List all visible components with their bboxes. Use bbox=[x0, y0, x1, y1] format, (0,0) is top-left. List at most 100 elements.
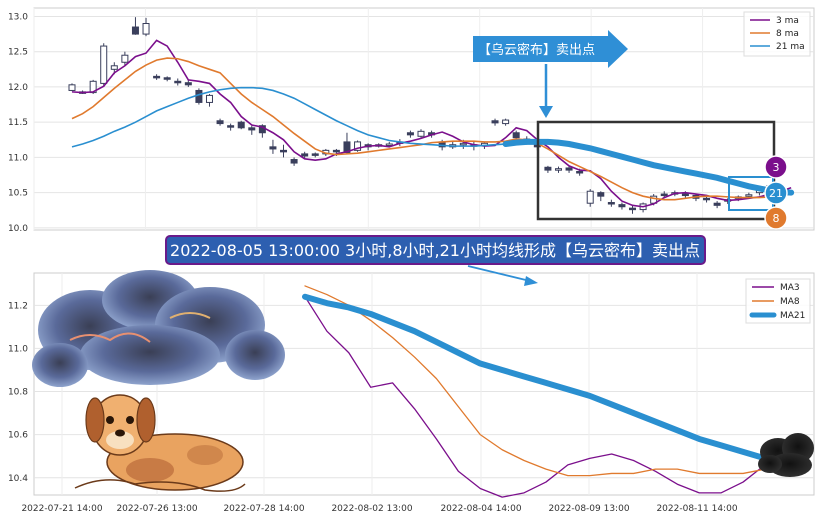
top-ma21-highlight bbox=[502, 138, 795, 196]
candle-body bbox=[248, 127, 256, 131]
candle-body bbox=[629, 207, 637, 211]
badge-ma3-circle bbox=[764, 155, 788, 179]
badge-ma3: 3 bbox=[764, 155, 788, 179]
candle-body bbox=[607, 202, 615, 205]
banner-pointer-line bbox=[467, 265, 531, 282]
legend-label-21ma: 21 ma bbox=[776, 42, 805, 52]
bottom-ytick-label: 11.2 bbox=[8, 301, 28, 311]
candle-body bbox=[406, 132, 414, 136]
top-legend: 3 ma 8 ma 21 ma bbox=[743, 11, 811, 57]
candle-body bbox=[618, 204, 626, 208]
candle-body bbox=[269, 146, 277, 150]
candle-body bbox=[280, 149, 288, 153]
candle-body bbox=[417, 130, 425, 137]
xtick-label: 2022-07-26 13:00 bbox=[116, 504, 197, 514]
xtick-label: 2022-08-04 14:00 bbox=[440, 504, 521, 514]
candle-body bbox=[512, 132, 520, 139]
candle-body bbox=[205, 94, 213, 103]
candle-body bbox=[216, 120, 224, 125]
badge-ma21-circle bbox=[764, 181, 788, 205]
sell-signal-banner: 2022-08-05 13:00:00 3小时,8小时,21小时均线形成【乌云密… bbox=[165, 235, 706, 286]
bottom-legend: MA3 MA8 MA21 bbox=[745, 278, 811, 324]
candle-body bbox=[354, 141, 362, 151]
xtick-label: 2022-07-28 14:00 bbox=[223, 504, 304, 514]
bottom-ytick-label: 10.8 bbox=[8, 388, 28, 398]
candle-body bbox=[131, 26, 139, 35]
bottom-ma21-line bbox=[302, 293, 768, 462]
bottom-ytick-label: 10.4 bbox=[8, 474, 28, 484]
banner-box bbox=[165, 235, 706, 265]
badge-ma3-label: 3 bbox=[773, 161, 780, 174]
candle-body bbox=[491, 120, 499, 124]
candle-body bbox=[660, 193, 668, 197]
candle-body bbox=[290, 159, 298, 164]
candle-body bbox=[544, 166, 552, 171]
candle-body bbox=[100, 45, 108, 84]
top-ytick-label: 11.5 bbox=[8, 118, 28, 128]
top-y-axis: 13.0 12.5 12.0 11.5 11.0 10.5 10.0 bbox=[8, 12, 28, 233]
candle-body bbox=[195, 89, 203, 103]
candle-body bbox=[153, 75, 161, 79]
candle-body bbox=[332, 149, 340, 153]
legend-label-MA21: MA21 bbox=[780, 311, 805, 321]
candle-body bbox=[311, 153, 319, 156]
candle-body bbox=[554, 168, 562, 171]
top-ytick-label: 11.0 bbox=[8, 153, 28, 163]
sell-signal-callout: 【乌云密布】卖出点 bbox=[473, 30, 628, 118]
candle-body bbox=[703, 197, 711, 201]
candle-body bbox=[713, 202, 721, 206]
candle-body bbox=[459, 142, 467, 146]
badge-ma8-label: 8 bbox=[773, 212, 780, 225]
xtick-label: 2022-07-21 14:00 bbox=[21, 504, 102, 514]
candle-body bbox=[142, 23, 150, 35]
badge-ma8-circle bbox=[764, 206, 788, 230]
bottom-ma8-line bbox=[304, 285, 766, 477]
candle-body bbox=[68, 84, 76, 91]
banner-text: 2022-08-05 13:00:00 3小时,8小时,21小时均线形成【乌云密… bbox=[170, 241, 700, 260]
bottom-ytick-label: 10.6 bbox=[8, 431, 28, 441]
candle-body bbox=[184, 82, 192, 86]
top-ytick-label: 13.0 bbox=[8, 12, 28, 22]
legend-label-MA3: MA3 bbox=[780, 283, 800, 293]
dog-image bbox=[74, 394, 246, 492]
candle-body bbox=[565, 167, 573, 171]
banner-pointer-head bbox=[524, 276, 538, 286]
top-ytick-label: 10.0 bbox=[8, 224, 28, 234]
legend-label-8ma: 8 ma bbox=[776, 29, 799, 39]
candle-body bbox=[237, 121, 245, 129]
candle-body bbox=[227, 125, 235, 128]
candle-body bbox=[745, 194, 753, 197]
top-ma-lines bbox=[71, 39, 795, 208]
bottom-y-axis: 11.2 11.0 10.8 10.6 10.4 bbox=[8, 301, 28, 483]
dark-cloud-icon bbox=[758, 433, 814, 477]
candle-body bbox=[301, 153, 309, 157]
bottom-ytick-label: 11.0 bbox=[8, 344, 28, 354]
candle-body bbox=[681, 193, 689, 197]
bottom-ma3-line bbox=[304, 296, 766, 498]
top-ma3-line bbox=[71, 39, 792, 208]
storm-cloud-image bbox=[32, 270, 285, 387]
xtick-label: 2022-08-02 13:00 bbox=[331, 504, 412, 514]
candle-body bbox=[576, 171, 584, 174]
badge-ma21-label: 21 bbox=[769, 187, 783, 200]
callout-arrow-shape bbox=[473, 30, 628, 68]
candle-body bbox=[502, 119, 510, 125]
candle-body bbox=[121, 54, 129, 63]
badge-ma21: 21 bbox=[764, 181, 788, 205]
x-axis: 2022-07-21 14:00 2022-07-26 13:00 2022-07-… bbox=[21, 504, 737, 514]
callout-pointer-head bbox=[539, 106, 553, 118]
bottom-ma-lines bbox=[302, 285, 768, 498]
top-ytick-label: 10.5 bbox=[8, 189, 28, 199]
candle-body bbox=[586, 190, 594, 204]
xtick-label: 2022-08-09 13:00 bbox=[548, 504, 629, 514]
candle-body bbox=[163, 77, 171, 80]
candle-body bbox=[385, 143, 393, 147]
candle-body bbox=[597, 192, 605, 197]
callout-text: 【乌云密布】卖出点 bbox=[478, 42, 595, 58]
candle-body bbox=[110, 65, 118, 70]
legend-label-MA8: MA8 bbox=[780, 297, 800, 307]
candle-body bbox=[174, 80, 182, 84]
xtick-label: 2022-08-11 14:00 bbox=[656, 504, 737, 514]
top-ytick-label: 12.0 bbox=[8, 83, 28, 93]
